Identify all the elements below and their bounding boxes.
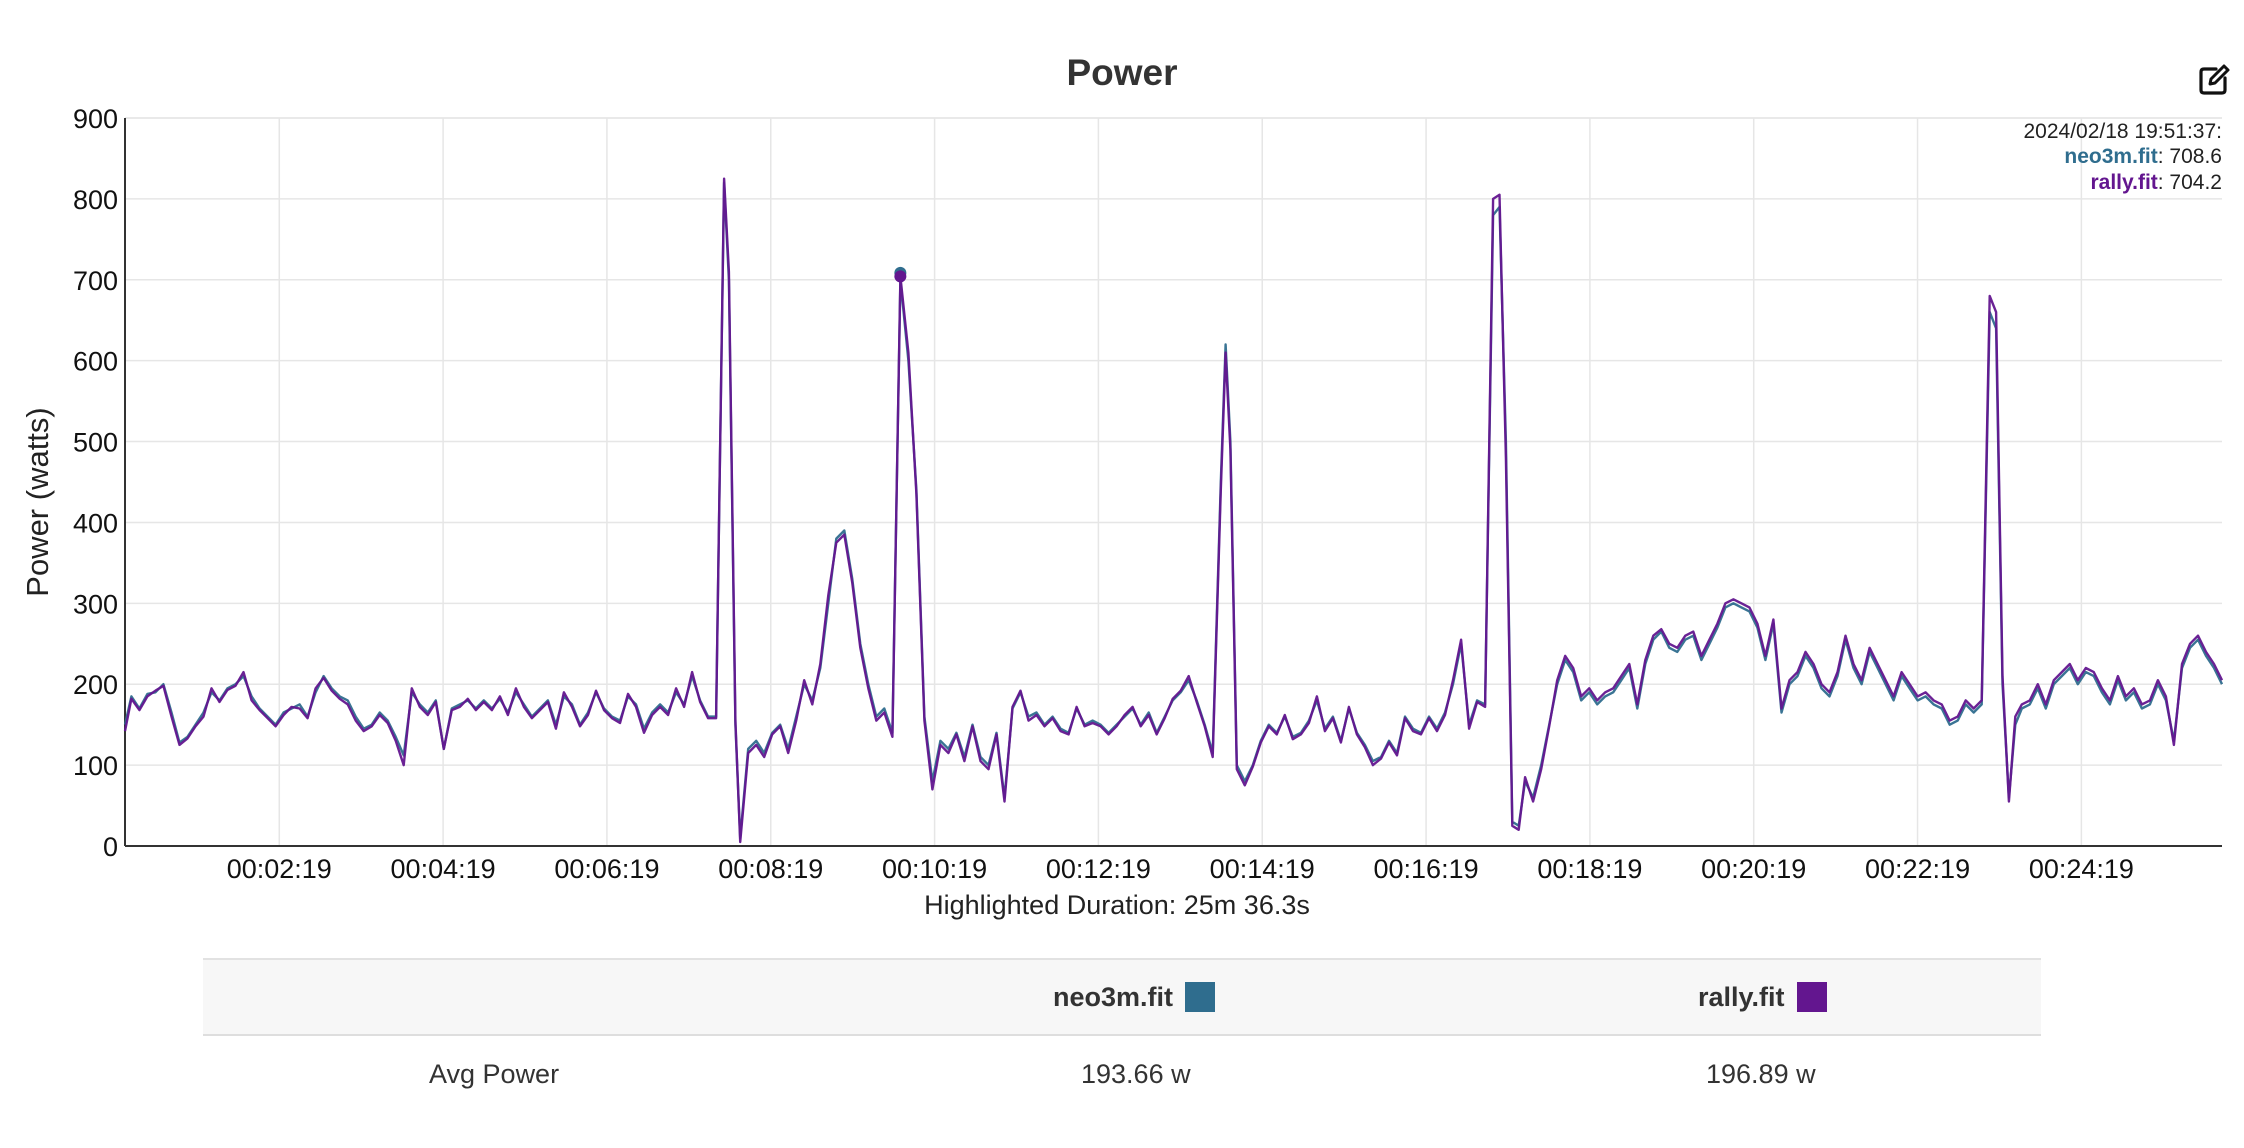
x-tick-label: 00:02:19 — [227, 854, 332, 884]
tooltip-file: neo3m.fit — [2064, 145, 2157, 168]
tooltip-row-rally: rally.fit: 704.2 — [2090, 171, 2222, 194]
series-color-swatch — [1796, 982, 1827, 1012]
y-tick-label: 300 — [73, 589, 118, 619]
row-value-rally: 196.89 w — [1706, 1058, 1816, 1089]
chart-grid — [125, 117, 2222, 846]
row-label: Avg Power — [429, 1058, 560, 1089]
summary-column-rally: rally.fit — [1698, 960, 1827, 1034]
x-tick-label: 00:12:19 — [1046, 854, 1151, 884]
column-file-name: rally.fit — [1698, 981, 1785, 1012]
y-tick-label: 900 — [73, 104, 118, 134]
tooltip-value: : 708.6 — [2158, 145, 2222, 168]
tooltip-value: : 704.2 — [2158, 171, 2222, 194]
y-tick-label: 100 — [73, 751, 118, 781]
y-axis-ticks: 0 100 200 300 400 500 600 700 800 900 — [73, 104, 118, 862]
tooltip-timestamp: 2024/02/18 19:51:37: — [2023, 120, 2222, 143]
y-tick-label: 600 — [73, 347, 118, 377]
series-lines — [123, 177, 2224, 844]
x-tick-label: 00:08:19 — [718, 854, 823, 884]
hover-markers — [894, 266, 907, 283]
series-line-neo3m — [123, 181, 2224, 840]
tooltip-file: rally.fit — [2090, 171, 2157, 194]
y-tick-label: 500 — [73, 428, 118, 458]
summary-table: neo3m.fit rally.fit Avg Power 193.66 w 1… — [203, 958, 2041, 1112]
y-tick-label: 700 — [73, 266, 118, 296]
x-tick-label: 00:04:19 — [391, 854, 496, 884]
summary-row-avg-power: Avg Power 193.66 w 196.89 w — [203, 1036, 2041, 1112]
tooltip-row-neo3m: neo3m.fit: 708.6 — [2064, 145, 2222, 168]
x-tick-label: 00:22:19 — [1865, 854, 1970, 884]
summary-header: neo3m.fit rally.fit — [203, 958, 2041, 1036]
x-tick-label: 00:24:19 — [2029, 854, 2134, 884]
edit-icon[interactable] — [2196, 62, 2232, 98]
x-tick-label: 00:10:19 — [882, 854, 987, 884]
hover-tooltip: 2024/02/18 19:51:37: neo3m.fit: 708.6 ra… — [2023, 120, 2222, 194]
x-tick-label: 00:20:19 — [1701, 854, 1806, 884]
x-tick-label: 00:16:19 — [1374, 854, 1479, 884]
hover-point-rally — [894, 270, 907, 283]
y-tick-label: 800 — [73, 185, 118, 215]
y-tick-label: 400 — [73, 508, 118, 538]
y-tick-label: 0 — [103, 832, 118, 862]
column-file-name: neo3m.fit — [1053, 981, 1174, 1012]
series-line-rally — [123, 177, 2224, 844]
x-tick-label: 00:14:19 — [1210, 854, 1315, 884]
series-color-swatch — [1185, 982, 1216, 1012]
chart-axes — [124, 118, 2222, 847]
highlighted-duration: Highlighted Duration: 25m 36.3s — [924, 890, 1310, 920]
x-tick-label: 00:18:19 — [1537, 854, 1642, 884]
chart-title: Power — [1066, 52, 1178, 93]
row-value-neo3m: 193.66 w — [1081, 1058, 1191, 1089]
x-axis-ticks: 00:02:19 00:04:19 00:06:19 00:08:19 00:10:19… — [227, 854, 2134, 884]
y-axis-label: Power (watts) — [20, 407, 55, 596]
x-tick-label: 00:06:19 — [554, 854, 659, 884]
summary-column-neo3m: neo3m.fit — [1053, 960, 1216, 1034]
y-tick-label: 200 — [73, 670, 118, 700]
